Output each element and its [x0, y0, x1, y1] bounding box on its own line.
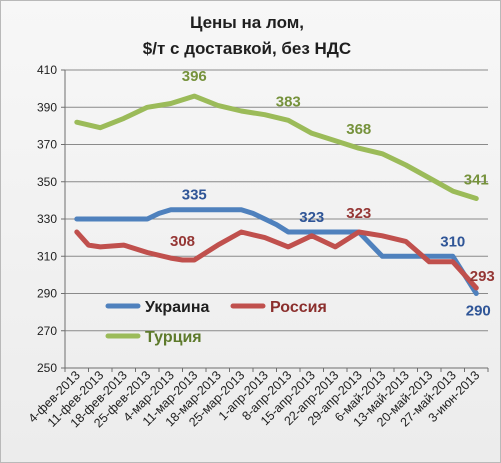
data-label: 308 [170, 233, 195, 250]
data-label: 341 [464, 172, 489, 189]
chart-title-line-1: Цены на лом, [190, 13, 304, 32]
chart-title-line-2: $/т с доставкой, без НДС [143, 39, 351, 58]
series-lines [74, 93, 479, 296]
data-label: 323 [299, 209, 324, 226]
legend: Украина Россия Турция [105, 299, 327, 346]
series-line [74, 207, 479, 296]
y-tick-label: 410 [37, 63, 57, 77]
data-label: 293 [470, 268, 495, 285]
y-tick-label: 330 [37, 212, 57, 226]
data-label: 368 [346, 121, 371, 138]
y-tick-label: 250 [37, 361, 57, 375]
data-label: 383 [276, 93, 301, 110]
legend-label: Украина [145, 299, 210, 316]
data-label: 323 [346, 205, 371, 222]
data-label: 290 [466, 303, 491, 320]
data-label: 335 [182, 187, 207, 204]
legend-label: Турция [145, 329, 202, 346]
series-line [74, 229, 479, 291]
legend-label: Россия [270, 299, 327, 316]
y-tick-label: 270 [37, 324, 57, 338]
y-tick-label: 290 [37, 287, 57, 301]
y-tick-label: 350 [37, 175, 57, 189]
data-labels: 335 323 310 290 308 323 293 396 383 368 341 [170, 68, 495, 319]
y-tick-label: 310 [37, 249, 57, 263]
data-label: 396 [182, 68, 207, 85]
data-label: 310 [440, 233, 465, 250]
series-line [74, 93, 479, 201]
y-tick-label: 370 [37, 138, 57, 152]
y-tick-label: 390 [37, 100, 57, 114]
